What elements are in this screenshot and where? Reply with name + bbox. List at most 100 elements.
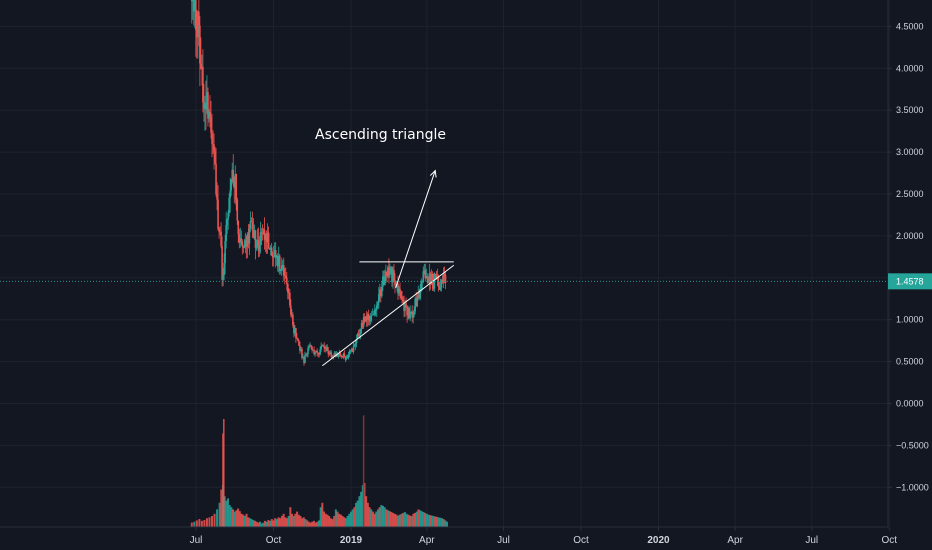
candle-body — [208, 111, 210, 119]
candle-body — [263, 229, 266, 241]
candle-body — [401, 297, 403, 299]
candle-body — [243, 247, 246, 249]
candle-body — [358, 334, 361, 336]
candle-body — [360, 323, 363, 330]
candle-body — [419, 288, 422, 299]
volume-bar — [190, 522, 193, 527]
candle-body — [331, 356, 334, 358]
drawing-tools[interactable] — [322, 169, 455, 367]
volume-bar — [311, 521, 314, 527]
candle-body — [430, 274, 433, 285]
y-tick-label: 2.0000 — [896, 231, 924, 241]
volume-bar — [341, 516, 344, 527]
candle-body — [356, 334, 359, 340]
candle-body — [376, 303, 379, 306]
y-tick-label: 0.5000 — [896, 357, 924, 367]
candle-body — [391, 267, 393, 283]
candle-body — [266, 232, 269, 243]
annotation-text[interactable]: Ascending triangle — [315, 127, 446, 143]
volume-bar — [380, 505, 383, 527]
candle-body — [278, 255, 281, 271]
candle-body — [310, 345, 312, 347]
volume-bar — [355, 502, 358, 527]
volume-bar — [284, 517, 287, 527]
candle-body — [338, 353, 341, 356]
volume-bar — [291, 513, 294, 527]
volume-bar — [296, 511, 299, 527]
volume-bar — [324, 513, 327, 527]
candle-body — [291, 314, 293, 316]
volume-bar — [400, 513, 403, 527]
candle-body — [431, 274, 434, 283]
candle-body — [307, 348, 309, 354]
candle-body — [392, 270, 394, 283]
candle-body — [199, 25, 201, 64]
candle-body — [264, 233, 267, 241]
volume-bar — [444, 520, 447, 527]
candle-body — [295, 327, 297, 338]
candle-body — [326, 347, 329, 351]
volume-bar — [316, 521, 319, 527]
volume-bar — [358, 496, 361, 527]
time-axis[interactable]: Jul Oct 2019 Apr Jul Oct 2020 Apr Jul Oct — [190, 527, 898, 546]
candle-body — [410, 312, 412, 313]
volume-bar — [420, 511, 423, 527]
volume-bar — [336, 511, 339, 527]
candle-body — [409, 312, 411, 319]
volume-bars — [190, 415, 449, 527]
volume-bar — [442, 519, 445, 527]
candle-body — [213, 144, 215, 151]
candle-body — [203, 102, 205, 109]
candle-body — [344, 356, 347, 360]
volume-bar — [392, 512, 395, 527]
candle-body — [214, 150, 216, 164]
candle-body — [424, 270, 427, 279]
volume-bar — [405, 513, 408, 527]
candle-body — [227, 213, 229, 220]
candle-body — [322, 345, 325, 347]
candle-body — [374, 309, 377, 311]
volume-bar — [434, 516, 437, 527]
candle-body — [252, 230, 255, 238]
candle-body — [412, 314, 414, 318]
candle-body — [382, 276, 384, 287]
candle-body — [256, 239, 259, 248]
volume-bar — [368, 507, 371, 527]
volume-bar — [252, 519, 255, 527]
candle-body — [397, 283, 399, 294]
candle-body — [313, 349, 315, 355]
candle-body — [435, 274, 438, 279]
volume-bar — [351, 509, 354, 527]
candle-body — [423, 270, 426, 272]
volume-bar — [446, 521, 449, 527]
candle-body — [293, 325, 295, 334]
volume-bar — [440, 518, 443, 527]
candle-body — [254, 230, 257, 248]
volume-bar — [280, 516, 283, 527]
candle-body — [388, 267, 390, 276]
candle-body — [321, 345, 323, 347]
candle-body — [302, 356, 304, 358]
candle-body — [439, 287, 442, 290]
volume-bar — [216, 509, 219, 527]
volume-bar — [220, 489, 223, 527]
candle-body — [354, 343, 357, 346]
volume-bar — [232, 509, 235, 527]
candle-body — [239, 238, 242, 243]
y-tick-label: −0.5000 — [896, 440, 929, 450]
candle-body — [237, 220, 240, 235]
candle-body — [406, 306, 408, 316]
volume-bar — [260, 523, 263, 527]
candle-body — [402, 298, 404, 302]
candle-body — [368, 320, 371, 322]
volume-bar — [238, 511, 241, 527]
candle-body — [332, 355, 335, 358]
candle-body — [317, 352, 319, 354]
candle-body — [246, 234, 249, 247]
candle-body — [365, 316, 368, 321]
x-tick-label: Jul — [190, 535, 203, 546]
volume-bar — [360, 491, 363, 527]
candle-body — [200, 63, 202, 69]
